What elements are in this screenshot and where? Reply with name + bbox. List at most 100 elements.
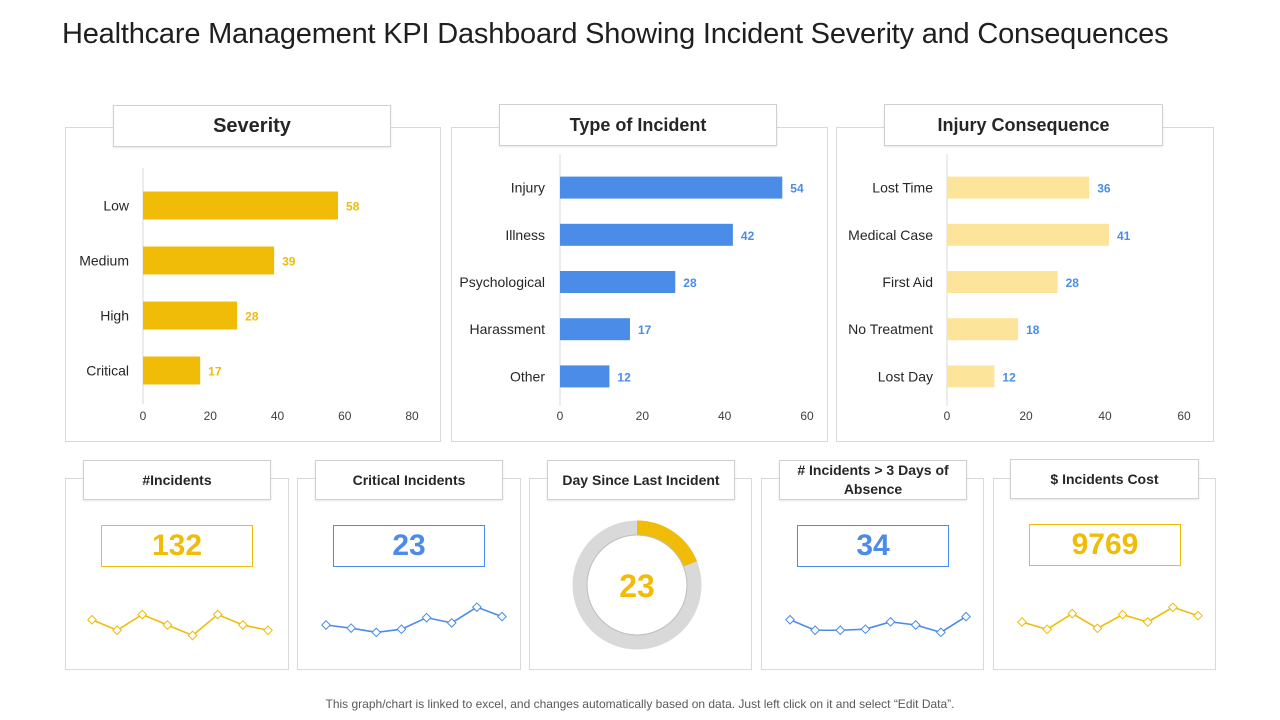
sparkline-point	[1167, 602, 1178, 613]
injury-consequence-panel: Lost Time 36 Medical Case 41 First Aid 28 No T…	[836, 127, 1214, 442]
sparkline-point	[785, 614, 795, 625]
kpi-days-donut-arc	[636, 520, 697, 568]
sparkline-point	[237, 620, 248, 630]
sparkline-point	[1092, 623, 1103, 634]
kpi-incidents-value: 132	[101, 525, 253, 567]
category-label: Medium	[79, 253, 129, 269]
sparkline-point	[321, 620, 331, 630]
category-label: Low	[103, 198, 130, 214]
category-label: Other	[510, 368, 545, 384]
category-label: First Aid	[882, 274, 933, 290]
data-label: 17	[208, 365, 222, 379]
data-label: 28	[1066, 276, 1080, 290]
kpi-absence-title: # Incidents > 3 Days of Absence	[779, 460, 967, 500]
bar-first-aid	[947, 271, 1058, 293]
data-label: 41	[1117, 229, 1131, 243]
sparkline-point	[446, 617, 457, 628]
bar-critical	[143, 356, 201, 385]
bar-medium	[143, 246, 275, 275]
bar-psychological	[560, 271, 676, 293]
sparkline-point	[810, 625, 821, 636]
bar-harassment	[560, 318, 630, 341]
category-label: Lost Time	[872, 180, 933, 196]
type-of-incident-title: Type of Incident	[499, 104, 777, 146]
severity-chart: Low 58 Medium 39 High 28 Critical 17 0 20 40 60 80	[79, 168, 419, 423]
sparkline-point	[885, 616, 896, 627]
x-tick-label: 40	[1098, 409, 1112, 423]
category-label: Critical	[86, 363, 129, 379]
sparkline-point	[1042, 624, 1053, 635]
sparkline-point	[1117, 609, 1128, 620]
kpi-cost-sparkline	[1017, 602, 1203, 635]
x-tick-label: 60	[800, 409, 814, 423]
type-of-incident-chart: Injury 54 Illness 42 Psychological 28 Harassme…	[459, 154, 814, 423]
sparkline-point	[497, 611, 507, 622]
data-label: 42	[741, 229, 755, 243]
bar-no-treatment	[947, 318, 1019, 341]
bar-lost-day	[947, 365, 995, 388]
sparkline-point	[1193, 610, 1203, 621]
x-tick-label: 80	[405, 409, 419, 423]
sparkline-point	[371, 627, 382, 638]
kpi-critical-value: 23	[333, 525, 485, 567]
kpi-cost-value: 9769	[1029, 524, 1181, 566]
category-label: Injury	[511, 180, 545, 196]
sparkline-point	[1142, 617, 1153, 627]
sparkline-path	[91, 613, 269, 637]
severity-panel: Low 58 Medium 39 High 28 Critical 17 0 20 40 60 80	[65, 127, 441, 442]
bar-other	[560, 365, 610, 388]
bar-illness	[560, 223, 733, 246]
sparkline-point	[1067, 608, 1078, 619]
data-label: 17	[638, 323, 652, 337]
data-label: 54	[790, 182, 804, 196]
sparkline-point	[961, 611, 971, 622]
sparkline-path	[1021, 606, 1199, 631]
kpi-days-value: 23	[619, 568, 655, 604]
kpi-absence-panel	[761, 478, 984, 670]
injury-consequence-chart: Lost Time 36 Medical Case 41 First Aid 28 No T…	[848, 154, 1191, 423]
kpi-incidents-title: #Incidents	[83, 460, 271, 500]
category-label: Medical Case	[848, 227, 933, 243]
sparkline-point	[137, 609, 148, 620]
footnote: This graph/chart is linked to excel, and…	[325, 697, 955, 711]
sparkline-point	[212, 609, 223, 620]
sparkline-point	[112, 625, 123, 636]
bar-high	[143, 301, 238, 330]
x-tick-label: 0	[140, 409, 147, 423]
severity-title: Severity	[113, 105, 391, 147]
bar-lost-time	[947, 176, 1090, 199]
x-tick-label: 20	[204, 409, 218, 423]
sparkline-point	[346, 623, 357, 634]
sparkline-point	[860, 624, 871, 635]
kpi-cost-panel	[993, 478, 1216, 670]
data-label: 28	[683, 276, 697, 290]
x-tick-label: 60	[338, 409, 352, 423]
x-tick-label: 20	[636, 409, 650, 423]
kpi-absence-sparkline	[785, 611, 971, 638]
kpi-absence-value: 34	[797, 525, 949, 567]
category-label: No Treatment	[848, 321, 933, 337]
category-label: Illness	[505, 227, 545, 243]
category-label: Psychological	[459, 274, 545, 290]
category-label: Harassment	[470, 321, 546, 337]
kpi-days-donut: 23	[572, 520, 702, 650]
sparkline-point	[263, 625, 273, 636]
category-label: High	[100, 308, 129, 324]
kpi-days-title: Day Since Last Incident	[547, 460, 735, 500]
injury-consequence-title: Injury Consequence	[884, 104, 1163, 146]
x-tick-label: 40	[271, 409, 285, 423]
data-label: 39	[282, 255, 296, 269]
data-label: 12	[617, 370, 631, 384]
bar-low	[143, 191, 339, 220]
category-label: Lost Day	[878, 368, 933, 384]
kpi-incidents-panel	[65, 478, 289, 670]
page-title: Healthcare Management KPI Dashboard Show…	[62, 18, 1169, 50]
bar-injury	[560, 176, 783, 199]
data-label: 58	[346, 200, 360, 214]
data-label: 28	[245, 310, 259, 324]
x-tick-label: 40	[718, 409, 732, 423]
sparkline-point	[187, 630, 198, 641]
sparkline-point	[471, 602, 482, 613]
type-of-incident-panel: Injury 54 Illness 42 Psychological 28 Harassme…	[451, 127, 828, 442]
sparkline-point	[1017, 617, 1027, 627]
